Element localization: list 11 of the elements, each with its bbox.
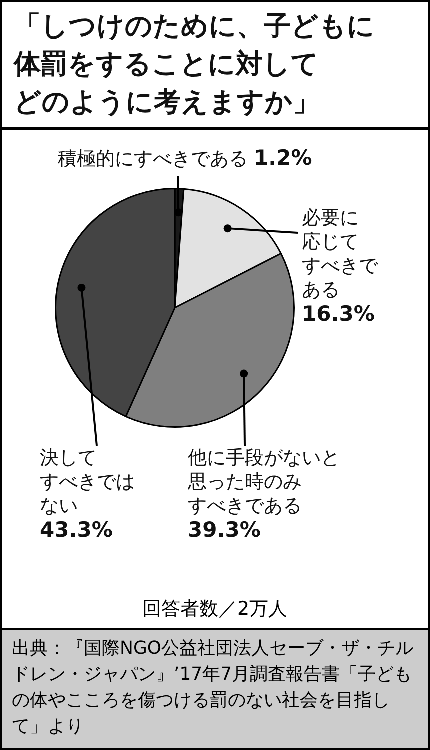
data-label: 1.2%	[254, 146, 312, 170]
data-label: 43.3%	[40, 518, 113, 542]
data-label: 39.3%	[188, 518, 261, 542]
slice-label: 決してすべきではない	[40, 447, 135, 517]
text: 回答者数／2万人	[141, 597, 289, 622]
slice-label: 必要に応じてすべきである	[302, 207, 378, 301]
source-note: 出典：『国際NGO公益社団法人セーブ・ザ・チルドレン・ジャパン』’17年7月調査報告書「子どもの体やこころを傷つける罰のない社会を目指して」より	[0, 628, 430, 750]
slice-label: 積極的にすべきである	[58, 148, 248, 170]
chart-title: 「しつけのために、子どもに体罰をすることに対してどのように考えますか」	[0, 0, 430, 130]
data-label: 16.3%	[302, 302, 375, 326]
slice-label: 他に手段がないと思った時のみすべきである	[188, 447, 340, 517]
